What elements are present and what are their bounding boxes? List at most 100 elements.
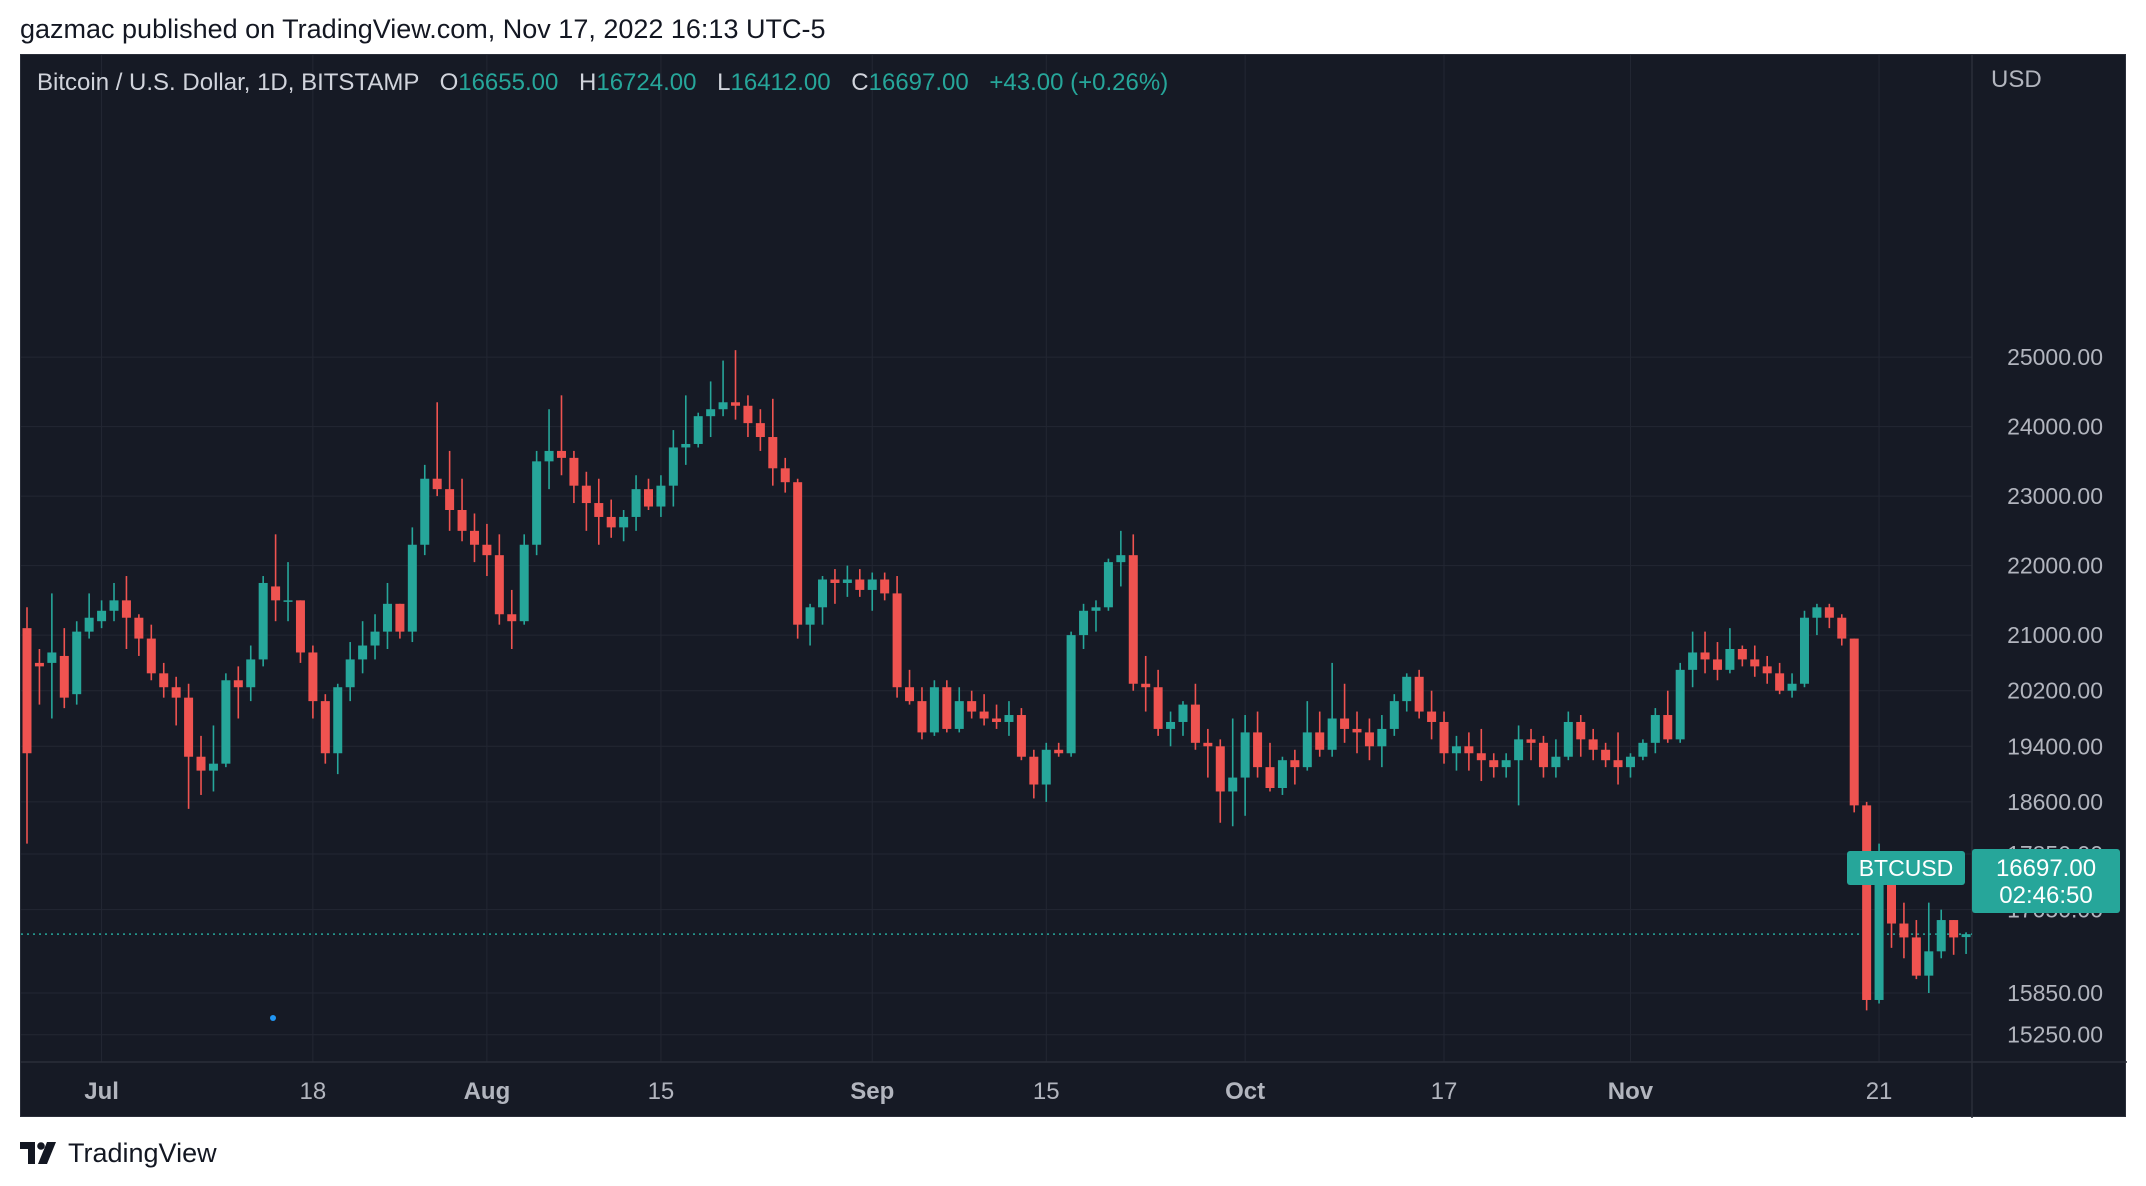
close-value: 16697.00 bbox=[868, 69, 969, 96]
candle-body bbox=[1837, 617, 1847, 639]
candle-body bbox=[1700, 652, 1710, 660]
candle bbox=[556, 395, 566, 476]
candle-body bbox=[283, 600, 293, 602]
candle-body bbox=[1364, 732, 1374, 747]
time-tick-label: Oct bbox=[1225, 1078, 1265, 1105]
price-tick-label: 22000.00 bbox=[2007, 553, 2103, 579]
candle-body bbox=[830, 579, 840, 583]
candle-body bbox=[1153, 687, 1163, 729]
candle-body bbox=[1464, 746, 1474, 754]
candle bbox=[1663, 690, 1673, 743]
candle-body bbox=[1240, 732, 1250, 778]
candle bbox=[84, 593, 94, 639]
candle-body bbox=[1489, 760, 1499, 768]
currency-label[interactable]: USD bbox=[1991, 66, 2042, 93]
candle-body bbox=[1737, 649, 1747, 660]
candle bbox=[830, 569, 840, 604]
candle bbox=[1451, 735, 1461, 771]
candle-body bbox=[818, 579, 828, 608]
candle-body bbox=[233, 680, 243, 688]
candle-body bbox=[743, 405, 753, 424]
candle bbox=[208, 725, 218, 792]
footer: TradingView bbox=[20, 1136, 217, 1170]
candle-body bbox=[1389, 701, 1399, 729]
candle-body bbox=[581, 485, 591, 504]
candle-body bbox=[519, 544, 529, 622]
candle-body bbox=[97, 610, 107, 622]
candle-body bbox=[1762, 666, 1772, 674]
candle bbox=[880, 572, 890, 601]
candle-body bbox=[1924, 951, 1934, 976]
candle bbox=[34, 649, 44, 705]
candle-body bbox=[1675, 669, 1685, 740]
candle-body bbox=[507, 614, 517, 622]
symbol-label[interactable]: Bitcoin / U.S. Dollar, 1D, BITSTAMP bbox=[37, 69, 419, 96]
candle-body bbox=[1054, 749, 1064, 754]
candle bbox=[47, 593, 57, 719]
candle bbox=[109, 582, 119, 622]
candle bbox=[656, 475, 666, 517]
candle-body bbox=[84, 617, 94, 632]
chart-panel[interactable]: 25000.00 24000.00 23000.00 22000.00 21000.00… bbox=[20, 54, 2127, 1118]
candle-body bbox=[1824, 607, 1834, 618]
candle bbox=[407, 527, 417, 643]
candle-body bbox=[1812, 607, 1822, 618]
candle-body bbox=[1290, 760, 1300, 768]
candle bbox=[731, 350, 741, 420]
candle-body bbox=[1501, 760, 1511, 768]
candlestick-chart[interactable]: 25000.00 24000.00 23000.00 22000.00 21000.00… bbox=[21, 55, 2127, 1118]
candle bbox=[706, 381, 716, 438]
symbol-tag: BTCUSD bbox=[1859, 855, 1954, 881]
candle-body bbox=[979, 711, 989, 719]
candle-body bbox=[469, 530, 479, 545]
candle bbox=[917, 687, 927, 740]
candle bbox=[842, 565, 852, 597]
candle bbox=[121, 576, 131, 649]
price-tick-label: 15250.00 bbox=[2007, 1022, 2103, 1048]
candle bbox=[72, 621, 82, 705]
footer-brand[interactable]: TradingView bbox=[68, 1137, 217, 1168]
candle bbox=[1911, 920, 1921, 980]
candle-body bbox=[1340, 718, 1350, 729]
candle bbox=[1054, 742, 1064, 757]
candle-body bbox=[320, 701, 330, 754]
candle bbox=[1824, 603, 1834, 629]
candle bbox=[619, 510, 629, 542]
candle bbox=[134, 614, 144, 656]
price-tag: BTCUSD 16697.00 02:46:50 bbox=[1847, 849, 2120, 913]
time-tick-label: 17 bbox=[1431, 1078, 1458, 1105]
candle-body bbox=[1625, 756, 1635, 768]
candle bbox=[1153, 669, 1163, 736]
candle-body bbox=[196, 756, 206, 771]
candle bbox=[855, 569, 865, 597]
candle bbox=[793, 478, 803, 639]
candle bbox=[1277, 756, 1287, 795]
candle bbox=[1066, 631, 1076, 757]
candle bbox=[395, 603, 405, 639]
candle bbox=[1799, 610, 1809, 688]
candle bbox=[768, 398, 778, 486]
candle bbox=[1364, 718, 1374, 761]
candle bbox=[755, 409, 765, 451]
candle bbox=[1501, 753, 1511, 778]
tradingview-logo-icon[interactable] bbox=[20, 1142, 60, 1164]
candle-body bbox=[1638, 742, 1648, 757]
candle bbox=[532, 450, 542, 556]
candle bbox=[606, 499, 616, 538]
candle-body bbox=[905, 687, 915, 702]
candle-body bbox=[1215, 746, 1225, 792]
price-tag-bg bbox=[1972, 849, 2120, 913]
candle bbox=[1315, 711, 1325, 757]
candle bbox=[1737, 645, 1747, 667]
candle bbox=[1327, 662, 1337, 757]
candle-body bbox=[221, 680, 231, 764]
candle-body bbox=[1315, 732, 1325, 750]
ohlc-legend: Bitcoin / U.S. Dollar, 1D, BITSTAMP O166… bbox=[37, 69, 1168, 97]
time-tick-label: 18 bbox=[300, 1078, 327, 1105]
candle bbox=[1476, 728, 1486, 782]
candle-body bbox=[171, 687, 181, 698]
candle-body bbox=[370, 631, 380, 646]
candle-body bbox=[432, 478, 442, 490]
candle bbox=[308, 645, 318, 719]
candle bbox=[1849, 638, 1859, 813]
